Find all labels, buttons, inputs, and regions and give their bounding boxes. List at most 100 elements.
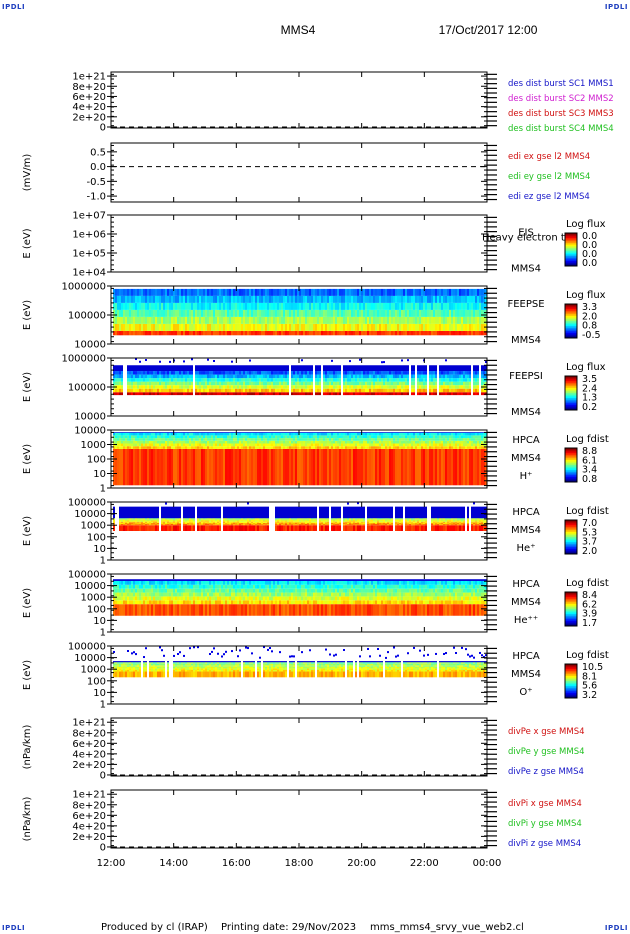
spectrogram-cell [143, 519, 145, 521]
spectrogram-cell [155, 288, 157, 296]
spectrogram-cell [245, 448, 247, 486]
spectrogram-cell [381, 432, 383, 436]
spectrogram-cell [359, 302, 361, 310]
spectrogram-cell [319, 385, 321, 389]
spectrogram-cell [263, 432, 265, 433]
spectrogram-cell [307, 323, 309, 331]
spectrogram-cell [163, 438, 165, 441]
spectrogram-cell [247, 385, 249, 389]
spectrogram-cell [115, 295, 117, 303]
spectrogram-cell [147, 443, 149, 447]
spectrogram-cell [243, 440, 245, 444]
spectrogram-cell [311, 381, 313, 386]
spectrogram-cell [401, 446, 403, 449]
spectrogram-cell [115, 378, 117, 382]
spectrogram-cell [451, 309, 453, 317]
spectrogram-cell [129, 518, 131, 520]
spectrogram-cell [233, 448, 235, 486]
spectrogram-cell [203, 371, 205, 375]
spectrogram-cell [355, 381, 357, 386]
spectrogram-cell [339, 446, 341, 449]
spectrogram-cell [465, 438, 467, 441]
spectrogram-cell [367, 385, 369, 389]
spectrogram-cell [443, 371, 445, 375]
spectrogram-cell [405, 381, 407, 386]
spectrogram-cell [129, 295, 131, 303]
colorbar-segment [565, 394, 577, 397]
spectrogram-cell [473, 378, 475, 382]
spectrogram-cell [455, 392, 457, 396]
spectrogram-cell [447, 309, 449, 317]
spectrogram-cell [281, 438, 283, 441]
spectrogram-cell [287, 309, 289, 317]
spectrogram-cell [287, 288, 289, 296]
spectrogram-cell [141, 374, 143, 379]
spectrogram-cell [133, 316, 135, 324]
spectrogram-cell [243, 288, 245, 296]
spectrogram-cell [465, 295, 467, 303]
spectrogram-cell [449, 432, 451, 436]
spectrogram-cell [477, 316, 479, 324]
spectrogram-cell [387, 435, 389, 439]
spectrogram-cell [181, 288, 183, 296]
spectrogram-cell [445, 385, 447, 389]
colorbar-segment [565, 401, 577, 404]
y-tick-label: 1e+04 [72, 268, 106, 279]
spectrogram-cell [303, 302, 305, 310]
spectrogram-cell [155, 438, 157, 441]
spectrogram-cell [163, 446, 165, 449]
spectrogram-cell [339, 438, 341, 441]
spectrogram-cell [173, 524, 175, 526]
spectrogram-cell [371, 374, 373, 379]
spectrogram-cell [367, 435, 369, 439]
spectrogram-cell [133, 525, 135, 531]
spectrogram-cell [351, 316, 353, 324]
colorbar-segment [565, 453, 577, 456]
spectrogram-cell [175, 309, 177, 317]
spectrogram-cell [355, 438, 357, 441]
colorbar-segment [565, 465, 577, 468]
spectrogram-cell [403, 295, 405, 303]
spectrogram-cell [179, 288, 181, 296]
spectrogram-cell [317, 371, 319, 375]
spectrogram-cell [485, 371, 487, 375]
spectrogram-cell [461, 316, 463, 324]
spectrogram-cell [157, 521, 159, 523]
spectrogram-cell [141, 330, 143, 336]
spectrogram-cell [305, 388, 307, 393]
spectrogram-cell [257, 440, 259, 444]
spectrogram-cell [129, 525, 131, 531]
spectrogram-cell [315, 374, 317, 379]
spectrogram-cell [221, 295, 223, 303]
spectrogram-cell [271, 374, 273, 379]
spectrogram-cell [167, 316, 169, 324]
spectrogram-cell [159, 288, 161, 296]
spectrogram-cell [383, 432, 385, 436]
spectrogram-cell [275, 435, 277, 439]
spectrogram-cell [221, 446, 223, 449]
spectrogram-cell [161, 440, 163, 444]
spectrogram-cell [351, 378, 353, 382]
spectrogram-cell [129, 385, 131, 389]
spectrogram-cell [137, 288, 139, 296]
spectrogram-cell [461, 295, 463, 303]
spectrogram-cell [473, 302, 475, 310]
spectrogram-cell [177, 381, 179, 386]
spectrogram-cell [421, 440, 423, 444]
spectrogram-cell [235, 440, 237, 444]
spectrogram-cell [285, 392, 287, 396]
spectrogram-cell [427, 288, 429, 296]
spectrogram-cell [311, 438, 313, 441]
corner-label-bottom-right: IPDLI [604, 924, 628, 932]
colorbar-segment [565, 312, 577, 315]
spectrogram-cell [245, 392, 247, 396]
spectrogram-cell [441, 438, 443, 441]
spectrogram-cell [477, 323, 479, 331]
spectrogram-cell [345, 316, 347, 324]
spectrogram-cell [319, 392, 321, 396]
spectrogram-cell [209, 388, 211, 393]
spectrogram-cell [295, 385, 297, 389]
spectrogram-cell [119, 316, 121, 324]
spectrogram-cell [337, 302, 339, 310]
spectrogram-cell [207, 435, 209, 439]
